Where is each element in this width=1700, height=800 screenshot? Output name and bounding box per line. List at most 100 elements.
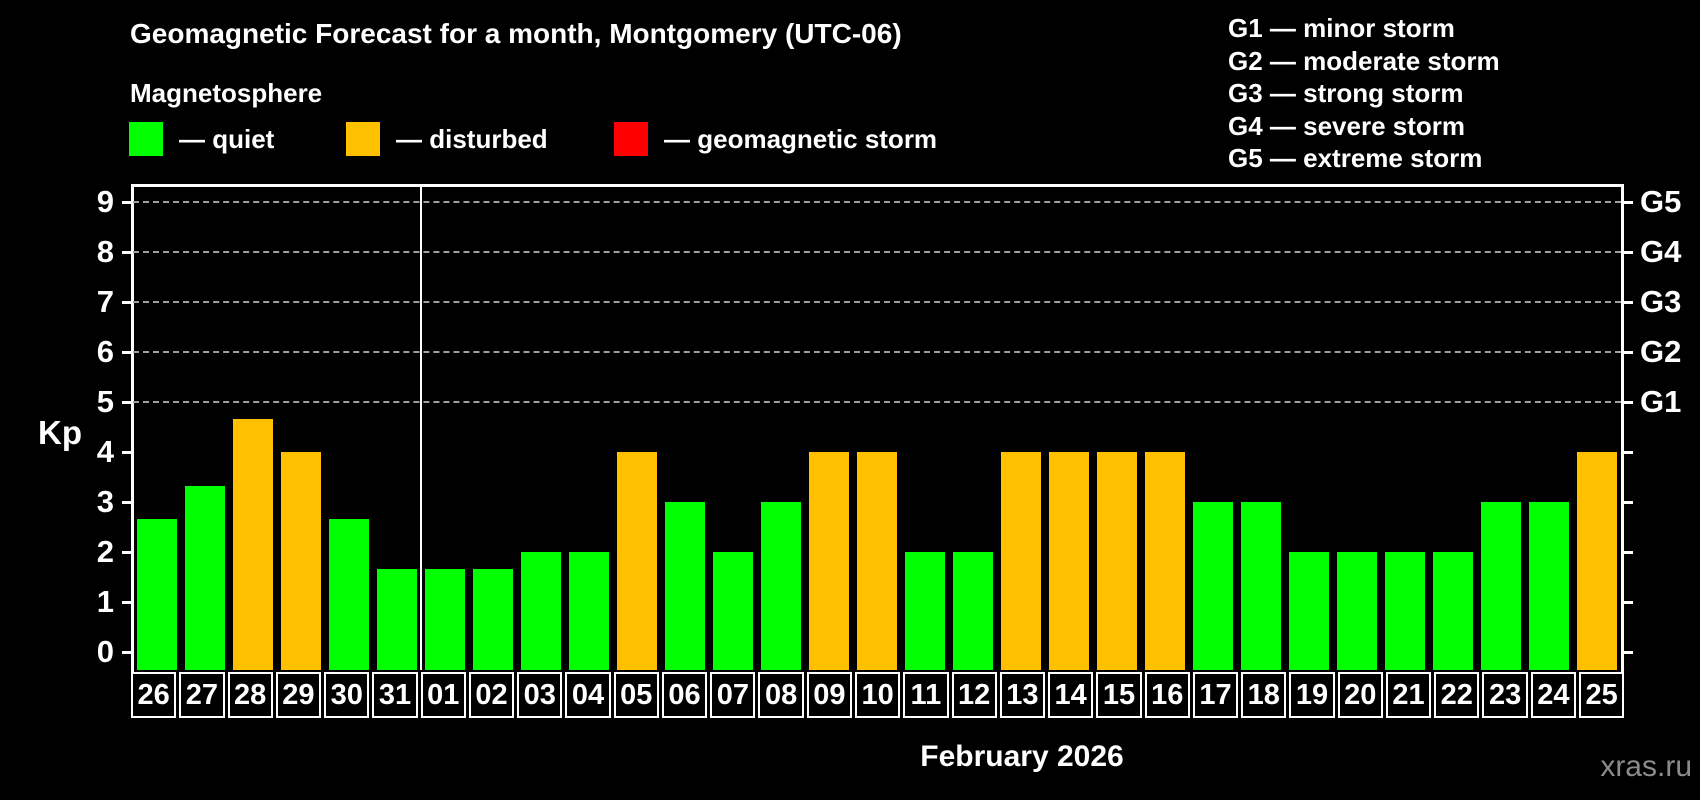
kp-bar-day-30 [329, 518, 369, 670]
day-label-31: 31 [372, 672, 418, 718]
y-axis-label-3: 3 [96, 484, 114, 519]
kp-bar-day-20 [1337, 552, 1377, 670]
kp-bar-day-12 [953, 552, 993, 670]
day-label-05: 05 [613, 672, 659, 718]
left-tick-kp4 [122, 451, 131, 454]
kp-bar-day-22 [1433, 552, 1473, 670]
y-axis-label-4: 4 [96, 434, 114, 469]
day-label-03: 03 [517, 672, 563, 718]
day-label-15: 15 [1096, 672, 1142, 718]
g-scale-label-g5: G5 [1640, 184, 1682, 219]
storm-scale-line-g1: G1 — minor storm [1228, 13, 1455, 43]
right-tick-kp0 [1624, 651, 1633, 654]
day-label-06: 06 [661, 672, 708, 718]
kp-bar-day-15 [1097, 452, 1137, 670]
right-tick-kp3 [1624, 501, 1633, 504]
kp-bar-day-04 [569, 552, 609, 670]
day-label-08: 08 [758, 672, 804, 718]
y-axis-label-1: 1 [96, 584, 114, 619]
kp-bar-day-18 [1241, 502, 1281, 670]
kp-bar-day-10 [857, 452, 897, 670]
day-label-09: 09 [806, 672, 852, 718]
g-scale-label-g3: G3 [1640, 284, 1682, 319]
y-axis-label-9: 9 [96, 184, 114, 219]
day-label-24: 24 [1530, 672, 1576, 718]
magnetosphere-label: Magnetosphere [130, 78, 323, 108]
kp-bar-day-03 [521, 552, 561, 670]
kp-bar-day-24 [1529, 502, 1569, 670]
day-label-29: 29 [275, 672, 322, 718]
left-tick-kp9 [122, 201, 131, 204]
kp-bar-day-29 [281, 452, 321, 670]
day-label-01: 01 [420, 672, 466, 718]
kp-bar-day-25 [1577, 452, 1617, 670]
day-label-30: 30 [324, 672, 370, 718]
day-label-21: 21 [1385, 672, 1432, 718]
g-scale-label-g1: G1 [1640, 384, 1682, 419]
right-tick-kp5 [1624, 401, 1633, 404]
y-axis-label-2: 2 [96, 534, 114, 569]
day-label-04: 04 [565, 672, 611, 718]
kp-bar-day-31 [377, 568, 417, 670]
day-label-11: 11 [903, 672, 949, 718]
y-axis-label-6: 6 [96, 334, 114, 369]
day-label-22: 22 [1434, 672, 1480, 718]
kp-bar-day-06 [665, 502, 705, 670]
day-label-02: 02 [468, 672, 515, 718]
kp-bar-day-27 [185, 485, 225, 670]
storm-color-swatch [614, 122, 648, 156]
gridline-kp5 [133, 401, 1621, 403]
legend-item-quiet: — quiet [129, 120, 274, 158]
disturbed-color-swatch [346, 122, 380, 156]
y-axis-label-8: 8 [96, 234, 114, 269]
day-label-16: 16 [1144, 672, 1190, 718]
kp-bar-day-09 [809, 452, 849, 670]
day-label-28: 28 [227, 672, 273, 718]
day-label-26: 26 [131, 672, 177, 718]
storm-scale-legend: G1 — minor storm G2 — moderate storm G3 … [1228, 12, 1500, 175]
right-tick-kp1 [1624, 601, 1633, 604]
left-tick-kp1 [122, 601, 131, 604]
kp-bar-day-26 [137, 518, 177, 670]
storm-scale-line-g2: G2 — moderate storm [1228, 45, 1500, 76]
left-tick-kp7 [122, 301, 131, 304]
kp-bar-day-07 [713, 552, 753, 670]
left-tick-kp3 [122, 501, 131, 504]
left-tick-kp0 [122, 651, 131, 654]
day-label-10: 10 [854, 672, 901, 718]
day-label-20: 20 [1337, 672, 1383, 718]
right-tick-kp9 [1624, 201, 1633, 204]
y-axis-left-line [131, 184, 134, 672]
right-tick-kp8 [1624, 251, 1633, 254]
left-tick-kp6 [122, 351, 131, 354]
page-title: Geomagnetic Forecast for a month, Montgo… [130, 18, 902, 49]
y-axis-title: Kp [38, 414, 82, 451]
right-tick-kp7 [1624, 301, 1633, 304]
legend-label-storm: — geomagnetic storm [664, 123, 938, 154]
day-label-27: 27 [179, 672, 225, 718]
day-label-18: 18 [1241, 672, 1287, 718]
kp-bar-day-28 [233, 418, 273, 670]
kp-bar-day-23 [1481, 502, 1521, 670]
month-separator-line [420, 186, 422, 670]
day-label-17: 17 [1192, 672, 1239, 718]
storm-scale-line-g3: G3 — strong storm [1228, 78, 1464, 108]
day-label-19: 19 [1289, 672, 1335, 718]
x-axis-day-labels: 26 27 28 29 30 31 01 02 03 04 05 06 07 08 09 10 11 12 13 14… [131, 672, 1625, 718]
left-tick-kp8 [122, 251, 131, 254]
left-tick-kp5 [122, 401, 131, 404]
kp-bar-day-16 [1145, 452, 1185, 670]
plot-area [133, 186, 1621, 670]
x-axis-month-title: February 2026 [920, 740, 1124, 773]
day-label-14: 14 [1048, 672, 1094, 718]
day-label-23: 23 [1482, 672, 1528, 718]
kp-bar-day-08 [761, 502, 801, 670]
kp-bar-day-01 [425, 568, 465, 670]
g-scale-label-g2: G2 [1640, 334, 1682, 369]
kp-bar-day-17 [1193, 502, 1233, 670]
day-label-12: 12 [951, 672, 997, 718]
y-axis-label-7: 7 [96, 284, 114, 319]
watermark: xras.ru [1600, 750, 1692, 783]
right-tick-kp6 [1624, 351, 1633, 354]
